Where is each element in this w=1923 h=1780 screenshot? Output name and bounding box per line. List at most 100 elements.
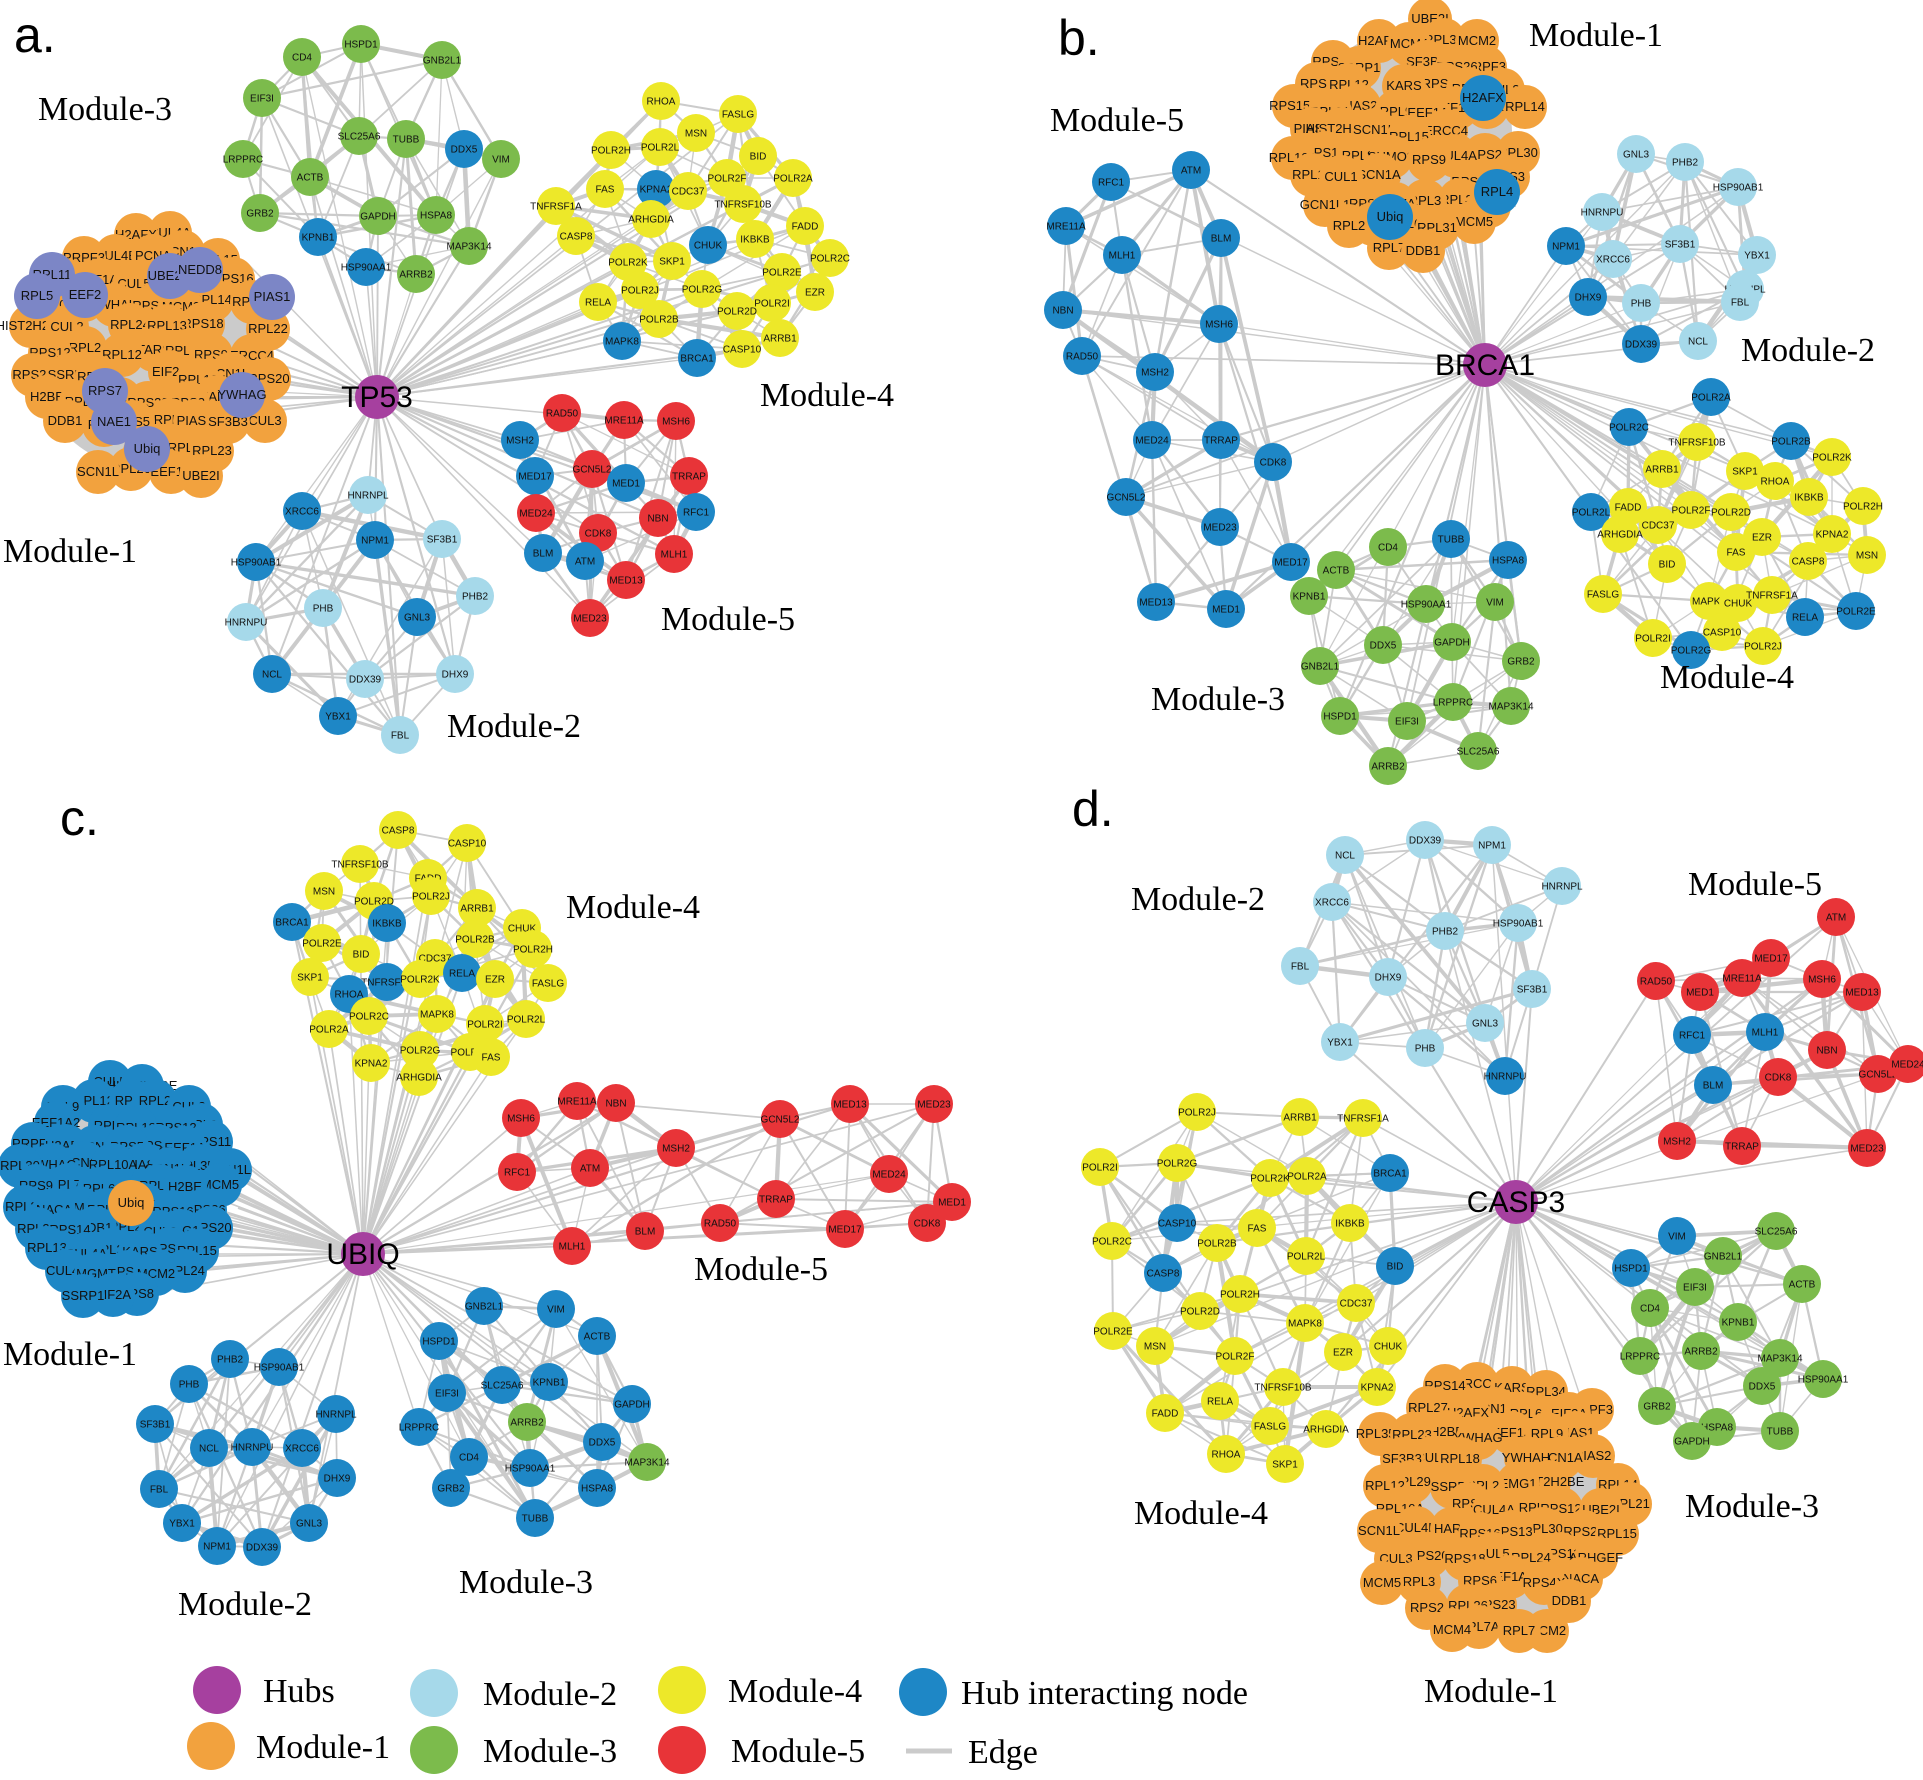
svg-text:RPS2: RPS2	[1410, 1600, 1444, 1615]
svg-text:SCN1L: SCN1L	[1358, 1523, 1400, 1538]
svg-text:RPL27: RPL27	[1408, 1400, 1448, 1415]
svg-text:VIM: VIM	[547, 1305, 565, 1316]
svg-text:RPL2: RPL2	[1333, 218, 1366, 233]
svg-text:RPL2: RPL2	[69, 340, 102, 355]
svg-text:ARHGDIA: ARHGDIA	[1597, 530, 1643, 541]
svg-text:DDX5: DDX5	[589, 1438, 616, 1449]
svg-text:SLC25A6: SLC25A6	[1755, 1227, 1798, 1238]
svg-text:H2AFX: H2AFX	[1462, 90, 1504, 105]
svg-text:POLR2I: POLR2I	[1082, 1163, 1118, 1174]
svg-text:BRCA1: BRCA1	[275, 918, 309, 929]
svg-text:GAPDH: GAPDH	[1434, 638, 1470, 649]
svg-text:MLH1: MLH1	[1109, 251, 1136, 262]
svg-text:NBN: NBN	[647, 514, 668, 525]
svg-text:GNB2L1: GNB2L1	[423, 56, 462, 67]
svg-text:MED17: MED17	[1274, 558, 1308, 569]
svg-text:HSPD1: HSPD1	[1614, 1264, 1648, 1275]
svg-text:LRPPRC: LRPPRC	[1433, 698, 1474, 709]
svg-text:POLR2L: POLR2L	[1287, 1252, 1326, 1263]
svg-text:POLR2B: POLR2B	[639, 315, 679, 326]
svg-text:MED1: MED1	[1686, 988, 1714, 999]
svg-text:ARRB1: ARRB1	[1645, 465, 1679, 476]
svg-text:POLR2F: POLR2F	[1216, 1352, 1255, 1363]
svg-text:Module-2: Module-2	[178, 1586, 312, 1623]
svg-text:ACTB: ACTB	[1789, 1280, 1816, 1291]
svg-text:TRRAP: TRRAP	[759, 1195, 793, 1206]
svg-text:IKBKB: IKBKB	[1335, 1219, 1365, 1230]
svg-text:HNRNPL: HNRNPL	[347, 491, 389, 502]
svg-text:BID: BID	[1387, 1262, 1404, 1273]
svg-text:RPL13: RPL13	[27, 1240, 67, 1255]
svg-text:SKP1: SKP1	[1732, 467, 1758, 478]
svg-text:GNB2L1: GNB2L1	[1301, 662, 1340, 673]
svg-text:MED24: MED24	[1891, 1060, 1923, 1071]
svg-text:b.: b.	[1058, 10, 1100, 66]
svg-text:MCM4: MCM4	[1433, 1622, 1471, 1637]
svg-text:SF3B1: SF3B1	[1517, 985, 1548, 996]
svg-text:POLR2G: POLR2G	[682, 285, 723, 296]
svg-text:CDK8: CDK8	[914, 1219, 941, 1230]
svg-text:RHOA: RHOA	[335, 990, 364, 1001]
svg-text:MAP3K14: MAP3K14	[624, 1458, 669, 1469]
svg-text:CASP10: CASP10	[448, 839, 487, 850]
svg-text:PHB2: PHB2	[1672, 158, 1699, 169]
svg-text:CASP8: CASP8	[560, 232, 593, 243]
svg-text:EZR: EZR	[1333, 1348, 1353, 1359]
svg-text:FAS: FAS	[1248, 1224, 1267, 1235]
svg-text:SKP1: SKP1	[297, 973, 323, 984]
svg-text:CDC37: CDC37	[1340, 1299, 1373, 1310]
svg-text:MED1: MED1	[938, 1198, 966, 1209]
svg-text:NPM1: NPM1	[361, 536, 389, 547]
svg-text:GNL3: GNL3	[404, 613, 431, 624]
svg-text:NAE1: NAE1	[97, 414, 131, 429]
svg-text:NPM1: NPM1	[1478, 841, 1506, 852]
svg-text:Module-4: Module-4	[728, 1673, 862, 1710]
svg-text:NCL: NCL	[199, 1444, 219, 1455]
svg-text:ARRB1: ARRB1	[460, 904, 494, 915]
svg-text:CHUK: CHUK	[508, 924, 537, 935]
svg-text:HSPA8: HSPA8	[420, 211, 452, 222]
svg-text:SF3B1: SF3B1	[140, 1420, 171, 1431]
svg-text:CASP8: CASP8	[1147, 1269, 1180, 1280]
svg-text:YWHAH: YWHAH	[1502, 1450, 1550, 1465]
svg-text:RPL7: RPL7	[1373, 240, 1406, 255]
svg-text:MED1: MED1	[612, 479, 640, 490]
svg-text:RELA: RELA	[1792, 613, 1818, 624]
svg-text:EIF3I: EIF3I	[435, 1389, 459, 1400]
svg-text:ATM: ATM	[1181, 166, 1201, 177]
svg-text:MED23: MED23	[917, 1100, 951, 1111]
svg-text:Module-1: Module-1	[256, 1729, 390, 1766]
svg-text:Module-2: Module-2	[1131, 881, 1265, 918]
svg-text:MED17: MED17	[828, 1225, 862, 1236]
svg-text:BLM: BLM	[635, 1227, 656, 1238]
svg-text:RHOA: RHOA	[1761, 477, 1790, 488]
svg-text:NEDD8: NEDD8	[178, 262, 222, 277]
svg-text:GCN5L2: GCN5L2	[573, 465, 612, 476]
svg-text:MED13: MED13	[1139, 598, 1173, 609]
svg-text:Module-1: Module-1	[1424, 1673, 1558, 1710]
svg-text:DDB1: DDB1	[1552, 1593, 1587, 1608]
svg-text:POLR2C: POLR2C	[1609, 423, 1649, 434]
svg-text:RAD50: RAD50	[546, 409, 579, 420]
svg-text:MSH2: MSH2	[662, 1144, 690, 1155]
svg-text:Module-5: Module-5	[731, 1733, 865, 1770]
svg-text:RFC1: RFC1	[504, 1168, 531, 1179]
svg-text:a.: a.	[14, 7, 56, 63]
svg-text:RPL18: RPL18	[1440, 1451, 1480, 1466]
svg-text:CD4: CD4	[459, 1453, 479, 1464]
svg-text:CUL1: CUL1	[1324, 169, 1357, 184]
svg-text:RELA: RELA	[585, 298, 611, 309]
svg-text:POLR2E: POLR2E	[1836, 607, 1876, 618]
svg-text:NBN: NBN	[1052, 306, 1073, 317]
svg-text:BID: BID	[353, 950, 370, 961]
svg-text:PHB: PHB	[1631, 299, 1652, 310]
svg-text:LRPPRC: LRPPRC	[1620, 1352, 1661, 1363]
svg-text:CASP3: CASP3	[1467, 1186, 1565, 1219]
svg-text:HSP90AB1: HSP90AB1	[231, 558, 282, 569]
svg-text:DDX5: DDX5	[451, 145, 478, 156]
svg-text:GCN5L2: GCN5L2	[1107, 493, 1146, 504]
svg-text:POLR2H: POLR2H	[591, 146, 631, 157]
svg-text:TP53: TP53	[341, 381, 413, 414]
svg-text:SF3B1: SF3B1	[1665, 240, 1696, 251]
svg-text:HSP90AA1: HSP90AA1	[505, 1464, 556, 1475]
